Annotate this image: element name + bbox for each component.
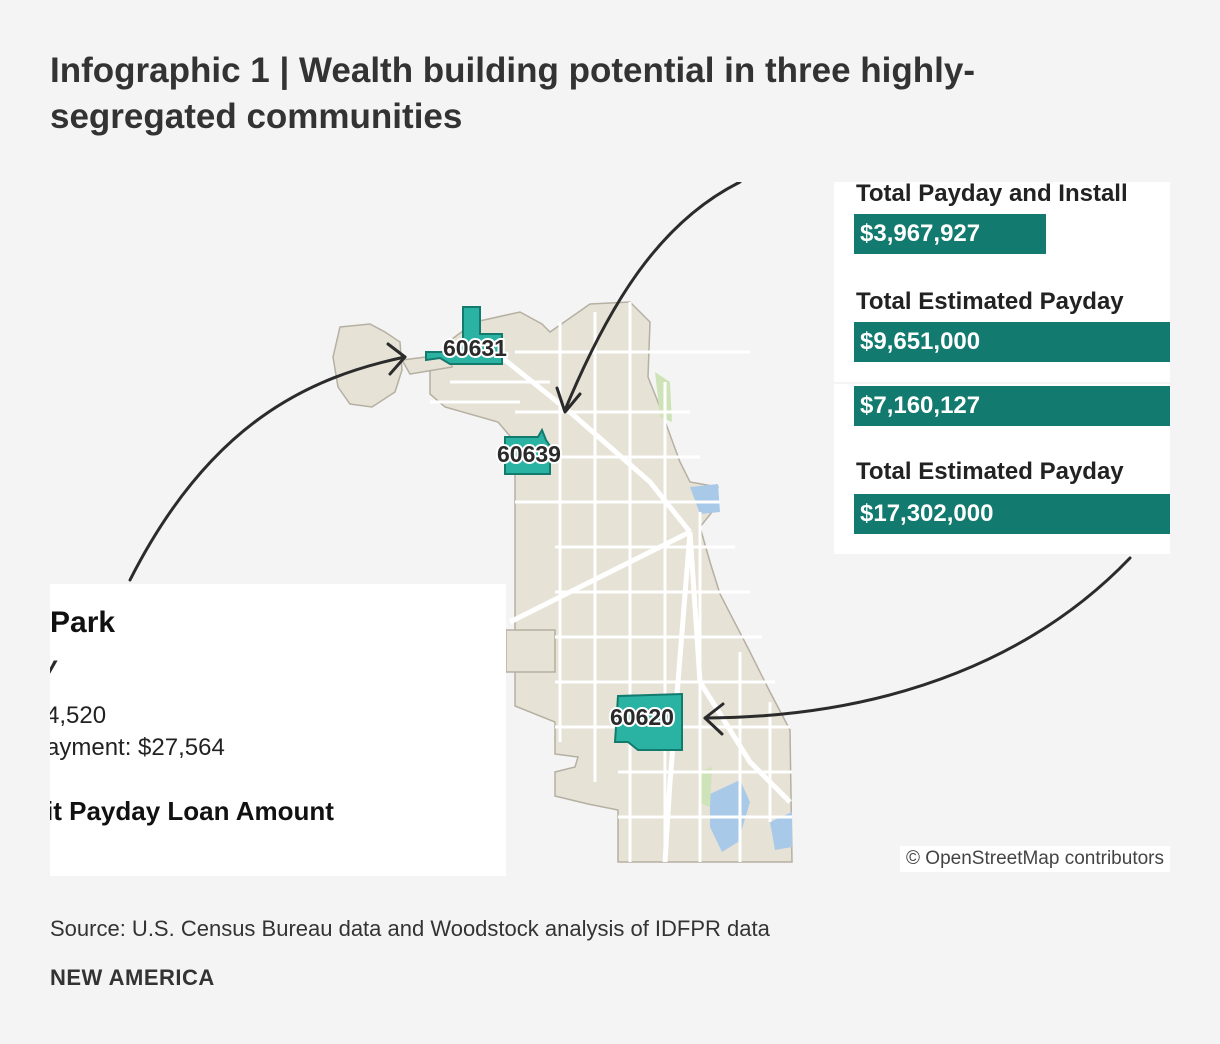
source-note: Source: U.S. Census Bureau data and Wood… — [50, 916, 770, 941]
total-payday-install-label: Total Payday and Install — [856, 182, 1128, 207]
zip-60639-area — [504, 427, 551, 475]
arrow-to-60631 — [128, 355, 407, 582]
chicago-map: 60631 60639 60620 — [128, 182, 1132, 863]
payday-value-bar: $7,160,127 — [854, 386, 1170, 426]
community-name: Park — [50, 606, 116, 639]
highways — [468, 330, 792, 863]
water-harbor — [690, 484, 720, 514]
west-spur — [505, 629, 556, 673]
total-estimated-payday-bar-1: $9,651,000 — [854, 322, 1170, 362]
payday-totals-panel: Total Payday and Install $3,967,927 Tota… — [834, 182, 1170, 554]
total-payday-install-bar: $3,967,927 — [854, 214, 1046, 254]
zip-60620-area — [613, 692, 683, 751]
zip-label-60631: 60631 — [443, 335, 507, 361]
arrow-head-60631 — [386, 342, 407, 376]
zip-label-60620: 60620 — [610, 704, 674, 730]
payday-loan-amount-heading: it Payday Loan Amount — [50, 796, 334, 826]
zip-label-60639: 60639 — [497, 441, 561, 467]
community-subtitle: v — [50, 650, 56, 681]
zip-60631-area — [425, 306, 503, 365]
arrow-head-60620 — [703, 702, 725, 736]
map-stage: 60631 60639 60620 Total Payday and Insta… — [50, 182, 1170, 876]
community-stat-2: ayment: $27,564 — [50, 734, 225, 761]
community-stat-1: 4,520 — [50, 702, 107, 729]
map-attribution: © OpenStreetMap contributors — [900, 846, 1170, 872]
arrow-to-60639 — [563, 182, 742, 412]
community-info-panel: Park v 4,520 ayment: $27,564 it Payday L… — [50, 584, 506, 876]
street-grid — [430, 302, 792, 862]
infographic-title: Infographic 1 | Wealth building potentia… — [50, 51, 975, 136]
panel-gap — [834, 382, 1170, 384]
total-estimated-payday-label-2: Total Estimated Payday — [856, 458, 1124, 485]
water-southeast — [770, 812, 792, 850]
brand-logo-text: NEW AMERICA — [50, 965, 215, 990]
arrow-to-60620 — [703, 556, 1132, 720]
total-estimated-payday-label-1: Total Estimated Payday — [856, 288, 1124, 315]
total-estimated-payday-bar-2: $17,302,000 — [854, 494, 1170, 534]
annotation-arrows — [128, 182, 1132, 736]
arrow-head-60639 — [555, 386, 582, 414]
